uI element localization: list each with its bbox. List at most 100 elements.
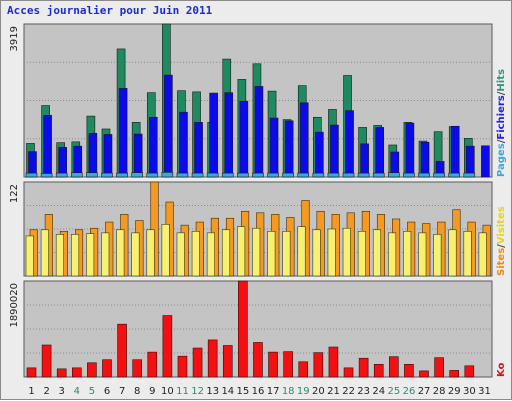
bar-sites-day-17 bbox=[267, 231, 276, 277]
legend-entry: / bbox=[496, 91, 507, 95]
bar-pages-day-7 bbox=[116, 172, 128, 178]
bar-ko-day-13 bbox=[207, 339, 218, 378]
x-tick-label-day-10: 10 bbox=[161, 386, 174, 397]
bar-fichiers-day-7 bbox=[118, 88, 128, 178]
bar-sites-day-2 bbox=[40, 229, 49, 277]
x-tick-label-day-1: 1 bbox=[28, 386, 34, 397]
bar-ko-day-21 bbox=[328, 346, 339, 378]
bar-fichiers-day-4 bbox=[73, 145, 83, 178]
x-tick-label-day-11: 11 bbox=[176, 386, 189, 397]
panel-visits-legend: Sites/Visites bbox=[496, 206, 507, 276]
bar-ko-day-19 bbox=[298, 361, 309, 378]
bar-sites-day-11 bbox=[176, 232, 185, 277]
x-tick-label-day-8: 8 bbox=[134, 386, 140, 397]
x-tick-label-day-18: 18 bbox=[282, 386, 295, 397]
bar-fichiers-day-31 bbox=[481, 145, 490, 178]
bar-fichiers-day-14 bbox=[224, 92, 234, 178]
bar-sites-day-31 bbox=[478, 232, 487, 277]
x-tick-label-day-14: 14 bbox=[221, 386, 234, 397]
bar-pages-day-11 bbox=[176, 172, 189, 178]
bar-sites-day-19 bbox=[297, 226, 306, 277]
bar-ko-day-18 bbox=[283, 351, 293, 378]
bar-pages-day-28 bbox=[433, 172, 445, 178]
bar-pages-day-2 bbox=[40, 173, 53, 178]
bar-fichiers-day-24 bbox=[375, 127, 385, 178]
x-tick-label-day-15: 15 bbox=[237, 386, 250, 397]
bar-pages-day-24 bbox=[372, 172, 385, 178]
legend-entry: Visites bbox=[496, 206, 507, 244]
bar-sites-day-5 bbox=[86, 233, 95, 277]
bar-fichiers-day-26 bbox=[405, 122, 415, 178]
bar-fichiers-day-15 bbox=[239, 100, 249, 178]
bar-sites-day-13 bbox=[206, 232, 215, 277]
bar-ko-day-22 bbox=[343, 367, 354, 378]
bar-sites-day-9 bbox=[146, 229, 155, 277]
bar-sites-day-29 bbox=[448, 229, 457, 277]
bar-fichiers-day-27 bbox=[420, 141, 430, 178]
bar-ko-day-8 bbox=[132, 359, 142, 378]
bar-sites-day-21 bbox=[327, 228, 336, 277]
bar-sites-day-3 bbox=[55, 234, 64, 277]
x-tick-label-day-3: 3 bbox=[59, 386, 65, 397]
bar-ko-day-1 bbox=[26, 367, 37, 378]
bar-pages-day-30 bbox=[463, 172, 476, 178]
bar-fichiers-day-8 bbox=[133, 133, 143, 178]
bar-pages-day-18 bbox=[282, 172, 294, 178]
bar-ko-day-2 bbox=[41, 344, 52, 378]
bar-fichiers-day-10 bbox=[164, 74, 173, 178]
bar-pages-day-8 bbox=[131, 172, 143, 178]
panel-hits-max-label: 3919 bbox=[9, 26, 20, 51]
bar-pages-day-20 bbox=[312, 172, 325, 178]
bar-pages-day-12 bbox=[191, 172, 204, 178]
bar-sites-day-27 bbox=[418, 232, 427, 277]
bar-fichiers-day-16 bbox=[254, 86, 264, 178]
bar-sites-day-20 bbox=[312, 229, 321, 277]
bar-pages-day-16 bbox=[252, 172, 264, 178]
bar-sites-day-14 bbox=[221, 229, 231, 277]
x-tick-label-day-5: 5 bbox=[89, 386, 95, 397]
panel-ko-max-label: 1890020 bbox=[9, 283, 20, 328]
bar-ko-day-14 bbox=[222, 345, 233, 378]
x-tick-label-day-2: 2 bbox=[43, 386, 49, 397]
bar-fichiers-day-20 bbox=[315, 131, 324, 178]
x-tick-label-day-30: 30 bbox=[463, 386, 476, 397]
bar-sites-day-18 bbox=[282, 231, 291, 277]
x-tick-label-day-22: 22 bbox=[342, 386, 355, 397]
bar-fichiers-day-23 bbox=[360, 143, 369, 178]
bar-sites-day-8 bbox=[131, 232, 140, 277]
bar-pages-day-17 bbox=[267, 172, 279, 178]
bar-sites-day-15 bbox=[237, 226, 246, 277]
bar-sites-day-4 bbox=[70, 234, 80, 277]
bar-fichiers-day-17 bbox=[269, 117, 279, 178]
x-tick-label-day-13: 13 bbox=[206, 386, 219, 397]
bar-fichiers-day-2 bbox=[43, 115, 52, 178]
bar-ko-day-17 bbox=[268, 351, 278, 378]
bar-ko-day-24 bbox=[373, 364, 384, 378]
bar-sites-day-26 bbox=[403, 231, 412, 277]
bar-pages-day-14 bbox=[221, 172, 234, 178]
bar-sites-day-10 bbox=[161, 224, 170, 277]
bar-pages-day-25 bbox=[388, 172, 400, 178]
bar-ko-day-10 bbox=[162, 315, 173, 378]
bar-ko-day-6 bbox=[102, 359, 112, 378]
bar-pages-day-26 bbox=[403, 172, 415, 178]
bar-pages-day-19 bbox=[297, 172, 310, 178]
bar-fichiers-day-12 bbox=[194, 122, 203, 178]
bar-ko-day-28 bbox=[434, 357, 444, 378]
bar-sites-day-28 bbox=[433, 234, 442, 277]
legend-entry: Ko bbox=[496, 362, 507, 377]
bar-ko-day-20 bbox=[313, 352, 324, 378]
legend-entry: Pages bbox=[496, 143, 507, 177]
x-tick-label-day-27: 27 bbox=[418, 386, 431, 397]
x-tick-label-day-21: 21 bbox=[327, 386, 340, 397]
x-tick-label-day-20: 20 bbox=[312, 386, 325, 397]
bar-ko-day-12 bbox=[192, 347, 203, 378]
x-tick-label-day-17: 17 bbox=[267, 386, 280, 397]
x-tick-label-day-29: 29 bbox=[448, 386, 461, 397]
bar-pages-day-1 bbox=[25, 172, 38, 178]
x-tick-label-day-19: 19 bbox=[297, 386, 310, 397]
bar-sites-day-30 bbox=[463, 231, 472, 277]
bar-fichiers-day-3 bbox=[58, 147, 67, 178]
bar-fichiers-day-19 bbox=[299, 102, 309, 178]
bar-fichiers-day-5 bbox=[88, 132, 98, 178]
